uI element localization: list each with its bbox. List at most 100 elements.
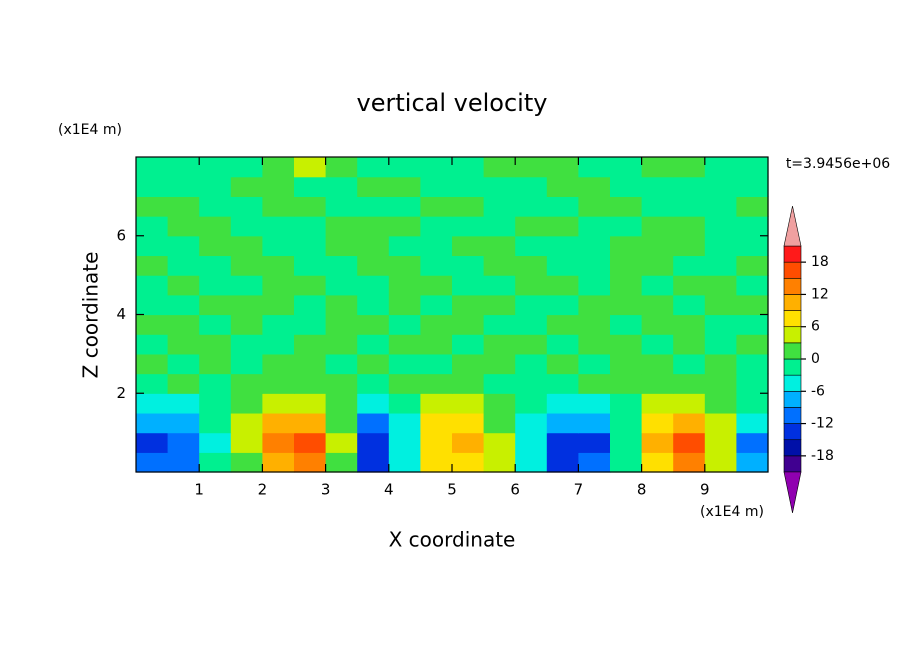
field-cell: [199, 334, 232, 355]
field-cell: [357, 432, 390, 453]
colorbar-tick-label: 0: [811, 351, 820, 367]
field-cell: [325, 432, 358, 453]
field-cell: [578, 216, 611, 237]
field-cell: [262, 157, 295, 178]
field-cell: [262, 393, 295, 414]
x-tick-label: 6: [510, 481, 520, 499]
field-cell: [546, 216, 579, 237]
field-cell: [230, 196, 263, 217]
field-cell: [546, 373, 579, 394]
field-cell: [325, 294, 358, 316]
colorbar-band: [783, 374, 802, 392]
field-cell: [230, 294, 263, 316]
y-tick-label: 6: [116, 226, 126, 244]
field-cell: [483, 412, 516, 434]
field-cell: [641, 255, 674, 276]
field-cell: [357, 314, 390, 335]
field-cell: [136, 452, 169, 473]
colorbar-tick-label: 12: [811, 286, 829, 302]
field-cell: [230, 432, 263, 453]
field-cell: [704, 157, 737, 178]
field-cell: [230, 255, 263, 276]
colorbar-tick-label: -12: [811, 416, 834, 432]
field-cell: [736, 452, 769, 473]
field-cell: [388, 353, 421, 375]
field-cell: [673, 294, 706, 316]
field-cell: [704, 294, 737, 316]
field-cell: [357, 294, 390, 316]
field-cell: [704, 353, 737, 375]
field-cell: [294, 334, 327, 355]
field-cell: [420, 275, 453, 296]
field-cell: [294, 452, 327, 473]
field-cell: [388, 314, 421, 335]
field-cell: [641, 275, 674, 296]
field-cell: [610, 412, 643, 434]
field-cell: [357, 176, 390, 197]
field-cell: [578, 235, 611, 257]
field-cell: [578, 373, 611, 394]
field-cell: [673, 216, 706, 237]
field-cell: [704, 432, 737, 453]
field-cell: [262, 314, 295, 335]
field-cell: [420, 393, 453, 414]
field-cell: [483, 314, 516, 335]
field-cell: [452, 294, 485, 316]
field-cell: [673, 255, 706, 276]
field-cell: [420, 334, 453, 355]
field-cell: [199, 294, 232, 316]
field-cell: [610, 216, 643, 237]
field-cell: [515, 353, 548, 375]
field-cell: [641, 432, 674, 453]
field-cell: [167, 353, 200, 375]
field-cell: [420, 196, 453, 217]
field-cell: [641, 373, 674, 394]
field-cell: [452, 432, 485, 453]
field-cell: [262, 176, 295, 197]
field-cell: [515, 432, 548, 453]
field-cell: [420, 235, 453, 257]
field-cell: [452, 334, 485, 355]
field-cell: [736, 255, 769, 276]
field-cell: [388, 412, 421, 434]
field-cell: [610, 255, 643, 276]
field-cell: [325, 275, 358, 296]
colorbar-tick-label: -6: [811, 383, 825, 399]
field-cell: [325, 314, 358, 335]
field-cell: [262, 255, 295, 276]
field-cell: [199, 373, 232, 394]
field-cell: [325, 196, 358, 217]
field-cell: [546, 255, 579, 276]
field-cell: [167, 157, 200, 178]
field-cell: [610, 393, 643, 414]
colorbar-band: [783, 342, 802, 360]
field-cell: [136, 235, 169, 257]
field-cell: [452, 373, 485, 394]
field-cell: [294, 412, 327, 434]
field-cell: [546, 294, 579, 316]
field-cell: [420, 176, 453, 197]
field-cell: [546, 196, 579, 217]
field-cell: [673, 314, 706, 335]
field-cell: [515, 412, 548, 434]
field-cell: [673, 393, 706, 414]
field-cell: [578, 294, 611, 316]
field-cell: [452, 235, 485, 257]
field-cell: [167, 275, 200, 296]
x-tick-label: 1: [194, 481, 204, 499]
field-cell: [262, 196, 295, 217]
field-cell: [736, 432, 769, 453]
field-cell: [167, 432, 200, 453]
field-cell: [136, 196, 169, 217]
field-cell: [199, 157, 232, 178]
field-cell: [736, 373, 769, 394]
field-cell: [704, 275, 737, 296]
field-cell: [673, 275, 706, 296]
field-cell: [420, 353, 453, 375]
field-cell: [452, 412, 485, 434]
field-cell: [167, 196, 200, 217]
field-cell: [483, 255, 516, 276]
field-cell: [483, 393, 516, 414]
field-cell: [294, 235, 327, 257]
field-cell: [736, 353, 769, 375]
